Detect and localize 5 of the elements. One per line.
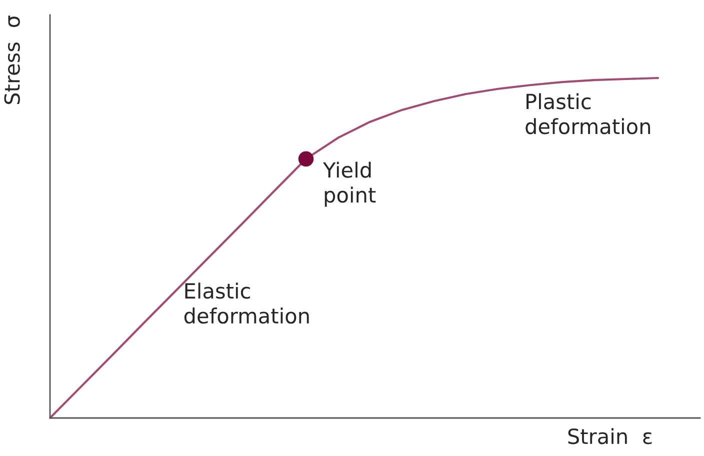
x-axis-title: Strain ε [568,428,652,444]
annotation: Elastic deformation [184,282,309,324]
annotation: Plastic deformation [526,93,650,134]
y-axis-title: Stress σ [4,16,20,104]
annotation: Yield point [322,162,376,207]
